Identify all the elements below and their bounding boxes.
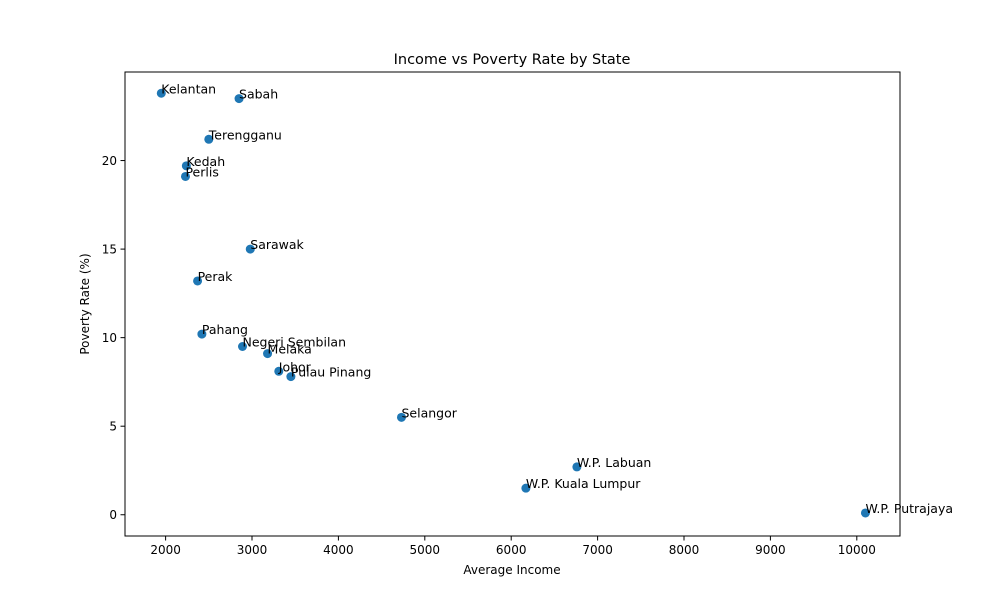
data-point (263, 349, 273, 359)
y-tick-label: 0 (109, 508, 117, 522)
point-label: Pulau Pinang (291, 365, 371, 380)
point-label: Kelantan (161, 81, 216, 96)
x-tick-label: 7000 (582, 543, 613, 557)
point-label: Negeri Sembilan (243, 335, 347, 350)
x-tick-label: 8000 (669, 543, 700, 557)
point-label: Perak (198, 269, 234, 284)
data-point (193, 276, 203, 286)
data-point (572, 462, 582, 472)
point-label: Kedah (186, 154, 225, 169)
x-tick-label: 9000 (755, 543, 786, 557)
point-label: Selangor (401, 405, 457, 420)
x-tick-label: 4000 (323, 543, 354, 557)
points-layer (156, 88, 870, 518)
point-label: Pahang (202, 322, 248, 337)
point-label: Melaka (268, 342, 312, 357)
x-tick-label: 2000 (150, 543, 181, 557)
data-point (204, 134, 214, 144)
y-tick-label: 5 (109, 420, 117, 434)
data-point (181, 161, 191, 171)
x-tick-label: 3000 (237, 543, 268, 557)
data-point (396, 412, 406, 422)
y-axis-label: Poverty Rate (%) (78, 253, 92, 354)
data-point (286, 372, 296, 382)
x-tick-label: 6000 (496, 543, 527, 557)
point-label: Terengganu (208, 127, 282, 142)
y-tick-label: 20 (102, 154, 117, 168)
point-label: Johor (278, 359, 312, 374)
data-point (156, 88, 166, 98)
data-point (234, 94, 244, 104)
plot-frame (124, 71, 901, 537)
point-label: Sarawak (250, 237, 304, 252)
chart-title: Income vs Poverty Rate by State (394, 52, 631, 68)
point-label: W.P. Labuan (577, 455, 652, 470)
data-point (521, 483, 531, 493)
data-point (860, 508, 870, 518)
point-label: W.P. Putrajaya (865, 501, 953, 516)
y-tick-label: 10 (102, 331, 117, 345)
data-point (197, 329, 207, 339)
point-label: Perlis (185, 164, 218, 179)
x-tick-label: 10000 (838, 543, 876, 557)
data-point (274, 366, 284, 376)
point-label: Sabah (239, 87, 278, 102)
data-point (245, 244, 255, 254)
x-ticks: 2000 3000 4000 5000 6000 7000 8000 9000 10000 (150, 536, 876, 557)
data-point (180, 171, 190, 181)
point-label: W.P. Kuala Lumpur (526, 476, 641, 491)
y-tick-label: 15 (102, 243, 117, 257)
y-ticks: 0 5 10 15 20 (102, 154, 125, 522)
x-axis-label: Average Income (463, 563, 560, 577)
data-point (238, 342, 248, 352)
x-tick-label: 5000 (410, 543, 441, 557)
